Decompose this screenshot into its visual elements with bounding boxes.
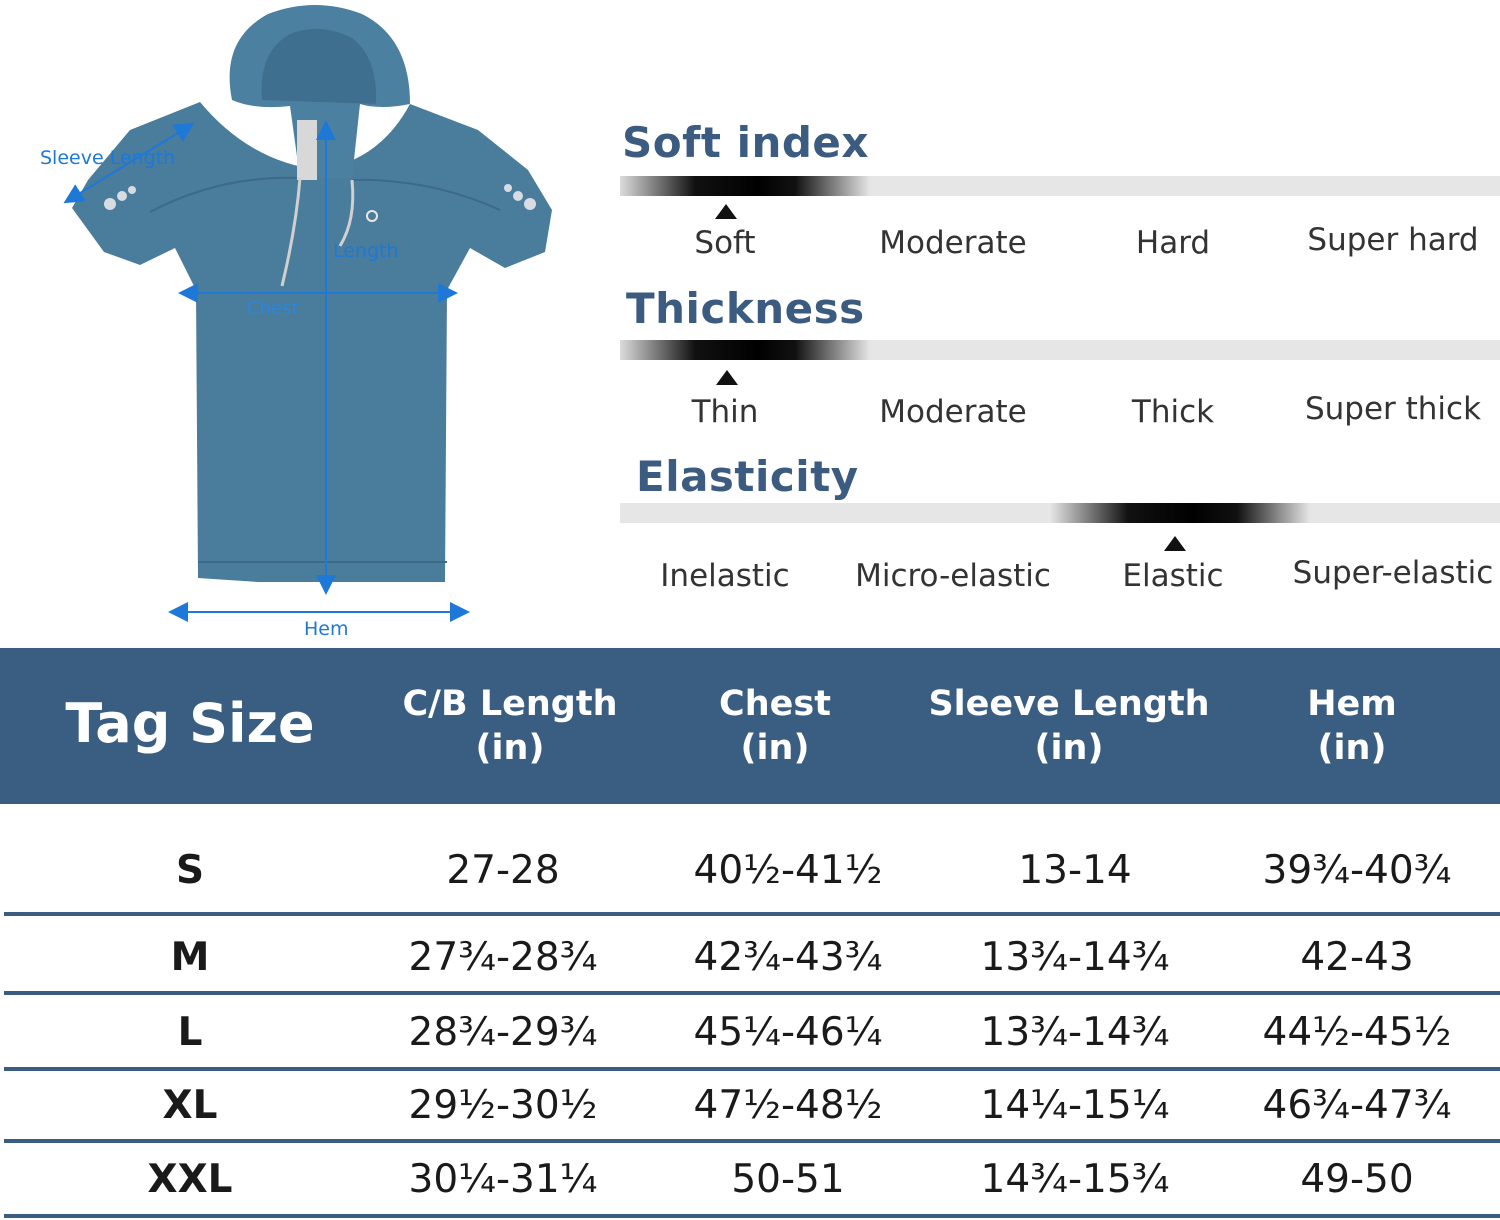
soft-index-option: Hard	[1135, 225, 1211, 261]
hooded-shirt-icon	[63, 5, 552, 622]
column-unit: (in)	[740, 728, 810, 768]
row-divider	[4, 991, 1500, 995]
table-row-size: L	[177, 1010, 203, 1055]
thickness-option: Moderate	[879, 394, 1027, 430]
tag-size-header: Tag Size	[65, 692, 315, 755]
soft-index-title: Soft index	[622, 118, 870, 167]
row-divider	[4, 912, 1500, 916]
soft-index-option: Soft	[694, 225, 756, 261]
thickness-bar	[620, 340, 1500, 360]
soft-index-option: Super hard	[1307, 222, 1479, 258]
length-label: Length	[333, 240, 399, 262]
table-cell: 27¾-28¾	[408, 935, 598, 980]
elasticity-option: Micro-elastic	[855, 558, 1051, 594]
elasticity-option: Super-elastic	[1292, 555, 1494, 591]
column-unit: (in)	[475, 728, 545, 768]
table-row-size: XL	[162, 1083, 218, 1128]
thickness-title: Thickness	[626, 284, 865, 333]
table-cell: 39¾-40¾	[1262, 848, 1452, 893]
hem-header: Hem (in)	[1192, 682, 1500, 770]
table-cell: 44½-45½	[1262, 1010, 1452, 1055]
table-cell: 30¼-31¼	[408, 1157, 598, 1202]
elasticity-bar	[620, 503, 1500, 523]
soft-index-bar	[620, 176, 1500, 196]
table-cell: 47½-48½	[693, 1083, 883, 1128]
sleeve-length-header: Sleeve Length (in)	[909, 682, 1229, 770]
column-name: Sleeve Length	[928, 684, 1210, 724]
garment-illustration: Sleeve Length Length Chest Hem	[0, 0, 600, 650]
hem-label: Hem	[304, 618, 349, 640]
elasticity-pointer-icon	[1164, 536, 1186, 551]
table-cell: 13-14	[1018, 848, 1132, 893]
table-cell: 40½-41½	[693, 848, 883, 893]
row-divider	[4, 1067, 1500, 1071]
row-divider	[4, 1139, 1500, 1143]
thickness-option: Thin	[691, 394, 759, 430]
size-table-header: Tag Size C/B Length (in) Chest (in) Slee…	[0, 648, 1500, 804]
column-unit: (in)	[1034, 728, 1104, 768]
row-divider	[4, 1214, 1500, 1218]
table-row-size: M	[170, 935, 210, 980]
thickness-pointer-icon	[716, 370, 738, 385]
soft-index-pointer-icon	[715, 204, 737, 219]
table-cell: 13¾-14¾	[980, 1010, 1170, 1055]
table-cell: 27-28	[446, 848, 560, 893]
table-cell: 50-51	[731, 1157, 845, 1202]
sleeve-length-label: Sleeve Length	[40, 147, 176, 169]
table-row-size: XXL	[147, 1157, 233, 1202]
cb-length-header: C/B Length (in)	[350, 682, 670, 770]
table-cell: 45¼-46¼	[693, 1010, 883, 1055]
table-cell: 42-43	[1300, 935, 1414, 980]
column-name: C/B Length	[402, 684, 618, 724]
chest-label: Chest	[247, 298, 299, 319]
thickness-option: Thick	[1131, 394, 1215, 430]
table-cell: 14¾-15¾	[980, 1157, 1170, 1202]
chest-header: Chest (in)	[615, 682, 935, 770]
table-cell: 13¾-14¾	[980, 935, 1170, 980]
column-name: Hem	[1307, 684, 1397, 724]
column-name: Chest	[719, 684, 831, 724]
elasticity-title: Elasticity	[636, 452, 859, 501]
elasticity-option: Elastic	[1122, 558, 1224, 594]
column-unit: (in)	[1317, 728, 1387, 768]
soft-index-option: Moderate	[879, 225, 1027, 261]
table-cell: 42¾-43¾	[693, 935, 883, 980]
table-row-size: S	[175, 848, 205, 893]
table-cell: 14¼-15¼	[980, 1083, 1170, 1128]
table-cell: 28¾-29¾	[408, 1010, 598, 1055]
elasticity-option: Inelastic	[660, 558, 790, 594]
table-cell: 46¾-47¾	[1262, 1083, 1452, 1128]
table-cell: 49-50	[1300, 1157, 1414, 1202]
table-cell: 29½-30½	[408, 1083, 598, 1128]
thickness-option: Super thick	[1304, 391, 1482, 427]
